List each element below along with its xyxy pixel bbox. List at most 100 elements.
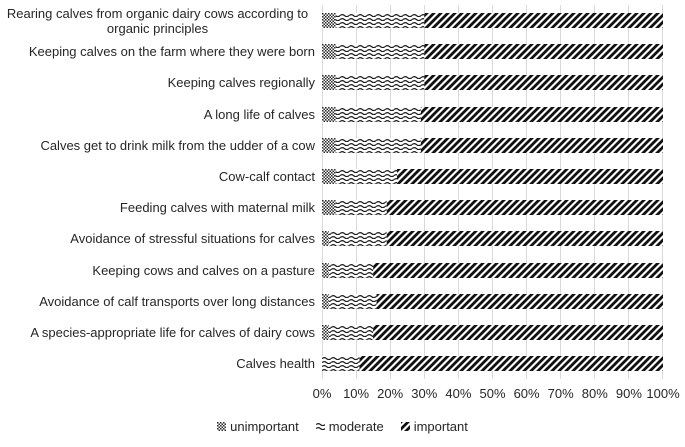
bar-segment-moderate [335,106,421,122]
category-label: Keeping calves regionally [167,75,315,91]
bar-segment-unimportant [322,13,336,29]
plot-area [322,5,663,380]
bar-segment-unimportant [322,200,336,216]
bar-row [322,255,663,286]
bar-segment-important [424,75,663,91]
x-tick: 30% [411,386,438,402]
bar-segment-unimportant [322,324,329,340]
bar [322,324,663,340]
category-label: A long life of calves [203,106,315,122]
category-label: Feeding calves with maternal milk [119,200,315,216]
bar-segment-unimportant [322,293,329,309]
bar-segment-important [359,356,663,372]
bar-segment-important [376,293,663,309]
x-tick: 40% [445,386,472,402]
category-labels: Rearing calves from organic dairy cows a… [0,5,322,379]
x-tick: 80% [581,386,608,402]
bar-segment-important [386,231,663,247]
category-label: Avoidance of stressful situations for ca… [70,231,315,247]
unimportant-swatch-icon [217,422,227,432]
bar-segment-unimportant [322,106,336,122]
legend-label-important: important [413,419,468,435]
bar-segment-important [373,262,663,278]
x-tick: 10% [343,386,370,402]
x-axis: 0% 10% 20% 30% 40% 50% 60% 70% 80% 90% 100% [313,386,680,402]
bar-segment-moderate [335,137,421,153]
important-swatch-icon [400,422,410,432]
bar-segment-moderate [328,262,374,278]
axis-spacer [0,386,322,402]
bar-segment-unimportant [322,169,336,185]
bar-segment-moderate [335,44,425,60]
x-tick: 70% [547,386,574,402]
bar-segment-unimportant [322,44,336,60]
bar-segment-moderate [335,200,387,216]
bar [322,356,663,372]
bar-row [322,286,663,317]
moderate-swatch-icon [315,422,325,432]
bar-segment-moderate [328,324,374,340]
bar-row [322,223,663,254]
bar [322,293,663,309]
x-tick: 100% [646,386,680,402]
bar [322,169,663,185]
bars [322,5,663,379]
category-label: Keeping cows and calves on a pasture [92,262,315,278]
bar-segment-moderate [322,356,360,372]
bar-segment-important [424,13,663,29]
bar-row [322,161,663,192]
bar-segment-moderate [328,293,377,309]
legend-item-important: important [400,419,468,435]
bar-segment-moderate [328,231,387,247]
bar [322,44,663,60]
category-label: Cow-calf contact [218,169,315,185]
bar-segment-unimportant [322,231,329,247]
bar-row [322,99,663,130]
x-tick: 60% [513,386,540,402]
bar-segment-important [386,200,663,216]
bar [322,231,663,247]
bar-segment-important [373,324,663,340]
legend: unimportant moderate important [0,419,685,434]
x-tick: 0% [312,386,332,402]
bar [322,137,663,153]
bar-segment-moderate [335,13,425,29]
chart-body: Rearing calves from organic dairy cows a… [0,5,685,380]
category-label: Calves get to drink milk from the udder … [40,137,315,153]
bar-row [322,192,663,223]
x-axis-row: 0% 10% 20% 30% 40% 50% 60% 70% 80% 90% 100% [0,386,685,402]
category-label: Rearing calves from organic dairy cows a… [6,5,309,36]
bar-row [322,36,663,67]
bar [322,13,663,29]
bar-row [322,67,663,98]
bar [322,75,663,91]
x-tick: 20% [377,386,404,402]
bar-row [322,130,663,161]
bar-segment-unimportant [322,75,336,91]
bar-segment-unimportant [322,137,336,153]
bar-segment-important [420,137,663,153]
bar [322,106,663,122]
legend-label-moderate: moderate [328,419,384,435]
category-label: Avoidance of calf transports over long d… [39,293,315,309]
bar-row [322,317,663,348]
bar-segment-moderate [335,169,398,185]
bar [322,200,663,216]
legend-item-moderate: moderate [315,419,384,435]
bar-segment-unimportant [322,262,329,278]
legend-item-unimportant: unimportant [217,419,299,434]
category-label: Keeping calves on the farm where they we… [28,44,315,60]
x-tick: 50% [479,386,506,402]
bar [322,262,663,278]
bar-row [322,348,663,379]
category-label: A species-appropriate life for calves of… [30,324,315,340]
category-label: Calves health [236,356,315,372]
bar-segment-important [420,106,663,122]
bar-segment-important [397,169,663,185]
legend-label-unimportant: unimportant [230,419,299,435]
bar-segment-important [424,44,663,60]
x-tick: 90% [615,386,642,402]
bar-segment-moderate [335,75,425,91]
gridlines [322,5,663,380]
